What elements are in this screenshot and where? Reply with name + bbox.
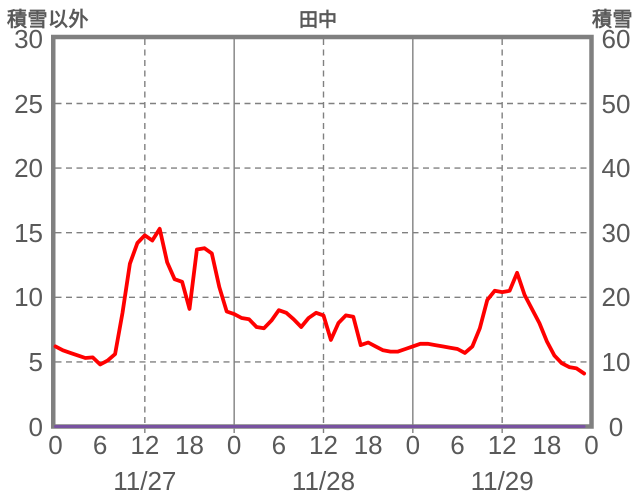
y-axis-label-left: 15 xyxy=(14,217,43,248)
plot-border xyxy=(51,34,594,429)
y-axis-label-right: 40 xyxy=(601,153,631,184)
y-axis-label-right: 10 xyxy=(601,346,631,377)
y-axis-label-left: 10 xyxy=(14,282,43,313)
y-axis-label-right: 0 xyxy=(608,411,624,442)
x-axis-label-hour: 18 xyxy=(532,430,562,460)
x-axis-label-hour: 6 xyxy=(92,430,108,460)
y-axis-label-left: 20 xyxy=(14,153,43,184)
right-axis-title: 積雪 xyxy=(592,9,633,31)
x-axis-label-hour: 0 xyxy=(48,430,63,460)
y-axis-label-left: 25 xyxy=(14,88,43,119)
x-axis-label-hour: 0 xyxy=(405,430,421,460)
x-axis-label-hour: 6 xyxy=(450,430,465,460)
y-axis-label-left: 30 xyxy=(14,23,43,54)
y-axis-label-right: 50 xyxy=(601,88,631,119)
x-axis-label-hour: 6 xyxy=(271,430,287,460)
x-axis-label-hour: 12 xyxy=(130,430,160,460)
x-axis-label-date: 11/27 xyxy=(113,466,177,496)
left-axis-title: 積雪以外 xyxy=(7,9,89,31)
x-axis-label-date: 11/28 xyxy=(291,466,356,496)
y-axis-label-right: 60 xyxy=(601,23,631,54)
series-line-left xyxy=(53,226,586,376)
y-axis-label-right: 30 xyxy=(601,217,631,248)
x-axis-label-date: 11/29 xyxy=(470,466,534,496)
y-axis-label-right: 20 xyxy=(601,282,631,313)
x-axis-label-hour: 18 xyxy=(175,430,204,460)
y-axis-label-left: 5 xyxy=(28,346,43,377)
x-axis-label-hour: 18 xyxy=(353,430,383,460)
x-axis-label-hour: 0 xyxy=(584,430,599,460)
y-axis-label-left: 0 xyxy=(28,411,43,442)
x-axis-label-hour: 12 xyxy=(309,430,338,460)
chart-title: 田中 xyxy=(298,10,337,31)
x-axis-label-hour: 12 xyxy=(487,430,517,460)
x-axis-label-hour: 0 xyxy=(226,430,242,460)
